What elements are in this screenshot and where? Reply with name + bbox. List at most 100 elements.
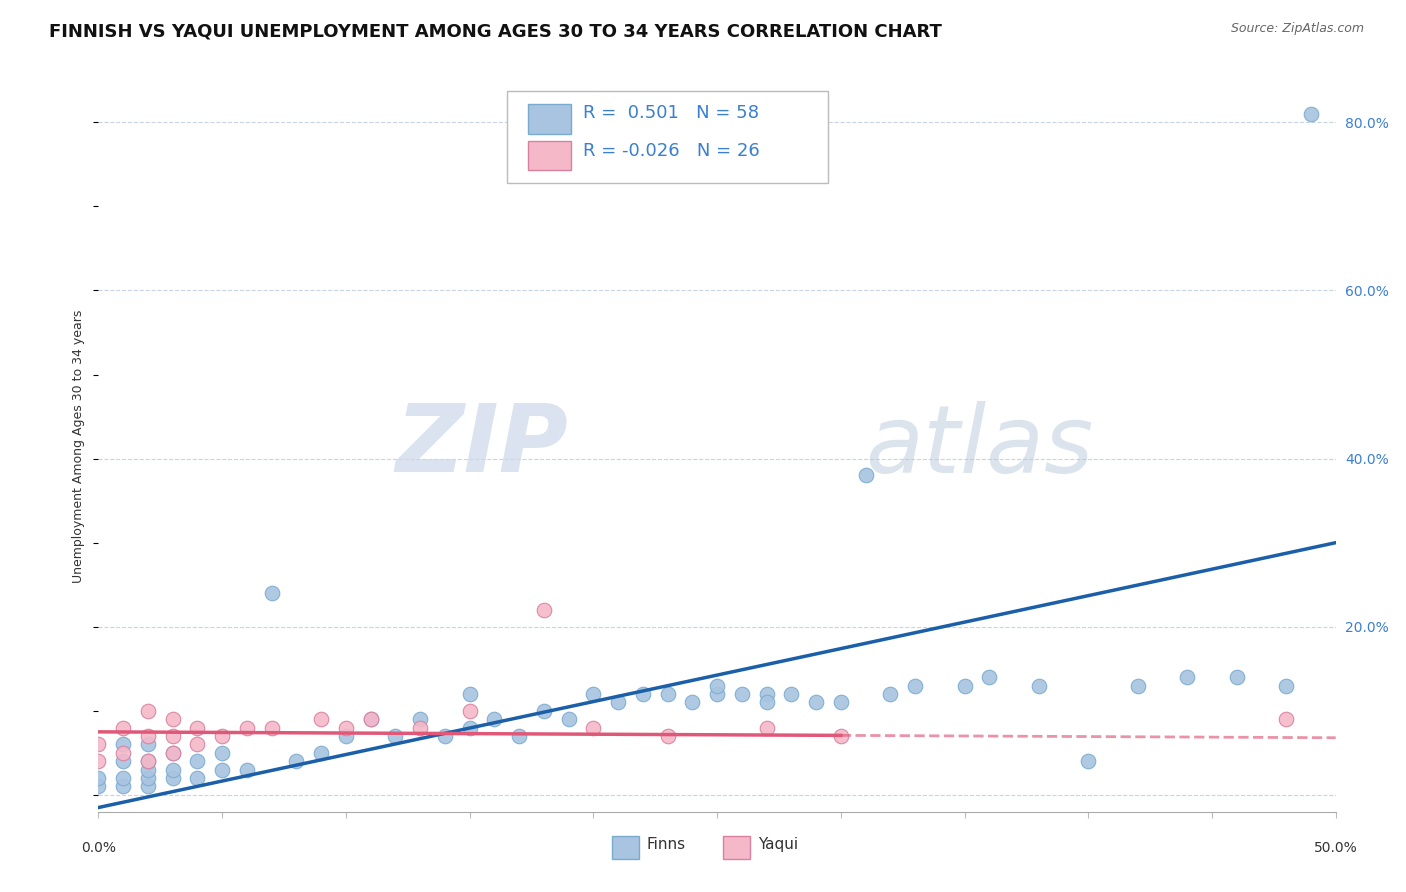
Point xyxy=(582,687,605,701)
Text: atlas: atlas xyxy=(866,401,1094,491)
Point xyxy=(112,721,135,735)
Point xyxy=(136,763,159,777)
Point xyxy=(979,670,1001,684)
Point xyxy=(162,712,184,726)
Point xyxy=(136,754,159,768)
Point xyxy=(87,771,110,785)
Point xyxy=(87,738,110,752)
Point xyxy=(508,729,530,743)
Point xyxy=(335,721,357,735)
FancyBboxPatch shape xyxy=(527,141,571,170)
Point xyxy=(112,746,135,760)
Point xyxy=(458,687,481,701)
Point xyxy=(360,712,382,726)
Point xyxy=(830,729,852,743)
Point xyxy=(186,738,208,752)
Text: ZIP: ZIP xyxy=(395,400,568,492)
Point xyxy=(162,729,184,743)
Point xyxy=(484,712,506,726)
Point xyxy=(1226,670,1249,684)
Point xyxy=(186,721,208,735)
Point xyxy=(335,729,357,743)
Point xyxy=(186,771,208,785)
Point xyxy=(87,780,110,794)
Point xyxy=(706,687,728,701)
Point xyxy=(706,679,728,693)
Point xyxy=(384,729,406,743)
Point xyxy=(433,729,456,743)
Y-axis label: Unemployment Among Ages 30 to 34 years: Unemployment Among Ages 30 to 34 years xyxy=(72,310,86,582)
Point xyxy=(211,746,233,760)
Point xyxy=(582,721,605,735)
Point xyxy=(260,586,283,600)
Point xyxy=(1299,107,1322,121)
Point xyxy=(211,729,233,743)
Text: 50.0%: 50.0% xyxy=(1313,841,1358,855)
Point xyxy=(533,603,555,617)
Point xyxy=(136,738,159,752)
Point xyxy=(804,695,827,709)
Point xyxy=(755,721,778,735)
Point xyxy=(112,771,135,785)
FancyBboxPatch shape xyxy=(723,836,751,859)
Point xyxy=(458,721,481,735)
Point xyxy=(1028,679,1050,693)
Point xyxy=(830,695,852,709)
Point xyxy=(1175,670,1198,684)
Point xyxy=(1126,679,1149,693)
Point xyxy=(731,687,754,701)
FancyBboxPatch shape xyxy=(506,91,828,183)
Point xyxy=(112,754,135,768)
Point xyxy=(409,721,432,735)
Point xyxy=(755,687,778,701)
FancyBboxPatch shape xyxy=(527,104,571,134)
Text: Source: ZipAtlas.com: Source: ZipAtlas.com xyxy=(1230,22,1364,36)
Point xyxy=(162,746,184,760)
Point xyxy=(87,754,110,768)
Point xyxy=(631,687,654,701)
Text: 0.0%: 0.0% xyxy=(82,841,115,855)
Point xyxy=(112,738,135,752)
Point xyxy=(136,754,159,768)
Point xyxy=(162,771,184,785)
Point xyxy=(607,695,630,709)
Point xyxy=(112,780,135,794)
Text: R = -0.026   N = 26: R = -0.026 N = 26 xyxy=(583,143,761,161)
Point xyxy=(533,704,555,718)
Point xyxy=(657,687,679,701)
Point xyxy=(855,468,877,483)
Point xyxy=(1275,679,1298,693)
Point xyxy=(285,754,308,768)
Point xyxy=(136,729,159,743)
Point xyxy=(409,712,432,726)
Point xyxy=(557,712,579,726)
Point xyxy=(780,687,803,701)
Point xyxy=(309,746,332,760)
Text: Finns: Finns xyxy=(647,838,686,853)
Point xyxy=(309,712,332,726)
Point xyxy=(236,721,259,735)
Point xyxy=(136,780,159,794)
Text: FINNISH VS YAQUI UNEMPLOYMENT AMONG AGES 30 TO 34 YEARS CORRELATION CHART: FINNISH VS YAQUI UNEMPLOYMENT AMONG AGES… xyxy=(49,22,942,40)
Point xyxy=(162,746,184,760)
FancyBboxPatch shape xyxy=(612,836,640,859)
Point xyxy=(681,695,703,709)
Text: R =  0.501   N = 58: R = 0.501 N = 58 xyxy=(583,104,759,122)
Point xyxy=(136,771,159,785)
Point xyxy=(879,687,901,701)
Point xyxy=(1275,712,1298,726)
Point xyxy=(260,721,283,735)
Point xyxy=(1077,754,1099,768)
Point xyxy=(186,754,208,768)
Point xyxy=(904,679,927,693)
Point xyxy=(657,729,679,743)
Text: Yaqui: Yaqui xyxy=(758,838,799,853)
Point xyxy=(953,679,976,693)
Point xyxy=(211,763,233,777)
Point xyxy=(458,704,481,718)
Point xyxy=(236,763,259,777)
Point xyxy=(162,763,184,777)
Point xyxy=(136,704,159,718)
Point xyxy=(755,695,778,709)
Point xyxy=(360,712,382,726)
